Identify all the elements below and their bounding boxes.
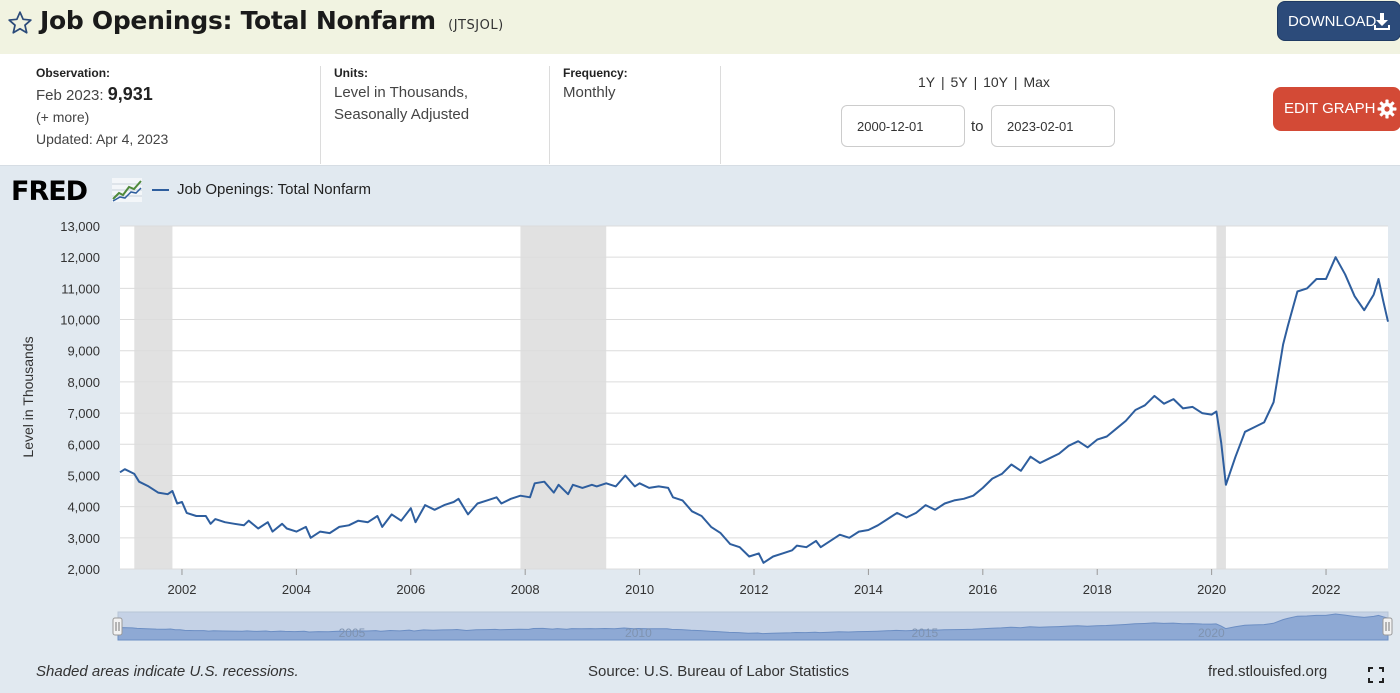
series-line[interactable] xyxy=(119,256,1389,564)
observation-value: 9,931 xyxy=(107,84,153,104)
edit-graph-button[interactable]: EDIT GRAPH xyxy=(1273,87,1400,131)
units-line-1: Level in Thousands, xyxy=(334,84,468,101)
recession-band xyxy=(134,226,173,569)
to-label: to xyxy=(971,118,984,135)
frequency-value: Monthly xyxy=(563,84,616,101)
series-meta-panel: Observation: Feb 2023: 9,931 (+ more) Up… xyxy=(0,54,1400,166)
x-tick-label: 2018 xyxy=(1083,582,1112,597)
y-tick-label: 8,000 xyxy=(67,375,100,390)
x-tick-label: 2016 xyxy=(968,582,997,597)
x-tick-label: 2014 xyxy=(854,582,883,597)
x-axis-ticks: 2002 2004 2006 2008 2010 2012 2014 2016 2018 2020… xyxy=(168,569,1341,597)
start-date-input[interactable]: 2000-12-01 xyxy=(841,105,965,147)
page-title: Job Openings: Total Nonfarm (JTSJOL) xyxy=(40,6,504,35)
source-note[interactable]: Source: U.S. Bureau of Labor Statistics xyxy=(588,663,849,680)
x-tick-label: 2006 xyxy=(396,582,425,597)
x-tick-label: 2002 xyxy=(168,582,197,597)
site-link[interactable]: fred.stlouisfed.org xyxy=(1208,663,1328,680)
grid-lines xyxy=(120,225,1388,570)
edit-graph-label: EDIT GRAPH xyxy=(1284,100,1376,117)
download-label: DOWNLOAD xyxy=(1288,12,1377,30)
y-tick-label: 6,000 xyxy=(67,437,100,452)
navigator-year-label: 2005 xyxy=(339,626,366,640)
legend-swatch xyxy=(152,188,169,191)
units-line-2: Seasonally Adjusted xyxy=(334,106,470,123)
range-separator: | xyxy=(973,74,978,90)
range-selector: 1Y | 5Y | 10Y | Max xyxy=(917,74,1051,90)
navigator-series xyxy=(117,613,1389,641)
plot-background xyxy=(120,226,1388,569)
y-tick-label: 5,000 xyxy=(67,468,100,483)
divider xyxy=(549,66,550,164)
observation-date: Feb 2023: xyxy=(36,87,104,104)
x-tick-label: 2012 xyxy=(740,582,769,597)
download-button[interactable]: DOWNLOAD xyxy=(1277,1,1400,41)
end-date-input[interactable]: 2023-02-01 xyxy=(991,105,1115,147)
recession-note: Shaded areas indicate U.S. recessions. xyxy=(36,663,299,680)
frequency-block: Frequency: Monthly xyxy=(563,66,713,164)
range-separator: | xyxy=(1013,74,1018,90)
gear-icon xyxy=(1377,99,1397,119)
observation-line: Feb 2023: 9,931 xyxy=(36,84,316,105)
series-id: (JTSJOL) xyxy=(448,18,504,33)
updated-date: Updated: Apr 4, 2023 xyxy=(36,131,169,147)
more-observations-link[interactable]: (+ more) xyxy=(36,109,90,125)
navigator-year-label: 2020 xyxy=(1198,626,1225,640)
star-icon[interactable] xyxy=(7,10,33,36)
y-axis-ticks: 2,000 3,000 4,000 5,000 6,000 7,000 8,000 9,000… xyxy=(60,219,100,577)
fullscreen-icon[interactable] xyxy=(1368,667,1384,683)
fred-logo-graph-icon xyxy=(112,178,142,202)
y-tick-label: 3,000 xyxy=(67,531,100,546)
y-tick-label: 7,000 xyxy=(67,406,100,421)
y-tick-label: 12,000 xyxy=(60,250,100,265)
observation-block: Observation: Feb 2023: 9,931 (+ more) Up… xyxy=(36,66,316,164)
range-1y[interactable]: 1Y xyxy=(918,74,936,90)
x-tick-label: 2020 xyxy=(1197,582,1226,597)
fred-logo[interactable]: FRED xyxy=(11,176,88,207)
y-tick-label: 9,000 xyxy=(67,344,100,359)
navigator-left-handle[interactable] xyxy=(112,617,123,636)
y-axis-label: Level in Thousands xyxy=(20,336,36,457)
divider xyxy=(720,66,721,164)
y-tick-label: 11,000 xyxy=(61,281,100,296)
divider xyxy=(320,66,321,164)
chart-legend[interactable]: Job Openings: Total Nonfarm xyxy=(152,181,371,198)
range-separator: | xyxy=(941,74,945,90)
x-tick-label: 2004 xyxy=(282,582,311,597)
series-title: Job Openings: Total Nonfarm xyxy=(40,6,436,35)
legend-series-name: Job Openings: Total Nonfarm xyxy=(177,181,371,198)
range-10y[interactable]: 10Y xyxy=(983,74,1009,90)
units-label: Units: xyxy=(334,66,368,80)
navigator-year-label: 2010 xyxy=(625,626,652,640)
recession-band xyxy=(1216,226,1226,569)
navigator-right-handle[interactable] xyxy=(1382,617,1393,636)
recession-shading xyxy=(134,226,1226,569)
range-max[interactable]: Max xyxy=(1023,74,1050,90)
y-tick-label: 4,000 xyxy=(67,500,100,515)
y-tick-label: 13,000 xyxy=(60,219,100,234)
observation-label: Observation: xyxy=(36,66,111,80)
line-chart: 2,000 3,000 4,000 5,000 6,000 7,000 8,000 9,000… xyxy=(20,219,1393,641)
x-tick-label: 2008 xyxy=(511,582,540,597)
units-block: Units: Level in Thousands, Seasonally Ad… xyxy=(334,66,544,164)
navigator-year-label: 2015 xyxy=(912,626,939,640)
y-tick-label: 2,000 xyxy=(67,562,100,577)
recession-band xyxy=(520,226,607,569)
x-tick-label: 2022 xyxy=(1312,582,1341,597)
title-bar: Job Openings: Total Nonfarm (JTSJOL) DOW… xyxy=(0,0,1400,54)
download-icon xyxy=(1374,13,1390,30)
y-tick-label: 10,000 xyxy=(60,313,100,328)
navigator-labels: 2005 2010 2015 2020 xyxy=(339,626,1225,640)
range-5y[interactable]: 5Y xyxy=(950,74,968,90)
x-tick-label: 2010 xyxy=(625,582,654,597)
frequency-label: Frequency: xyxy=(563,66,628,80)
